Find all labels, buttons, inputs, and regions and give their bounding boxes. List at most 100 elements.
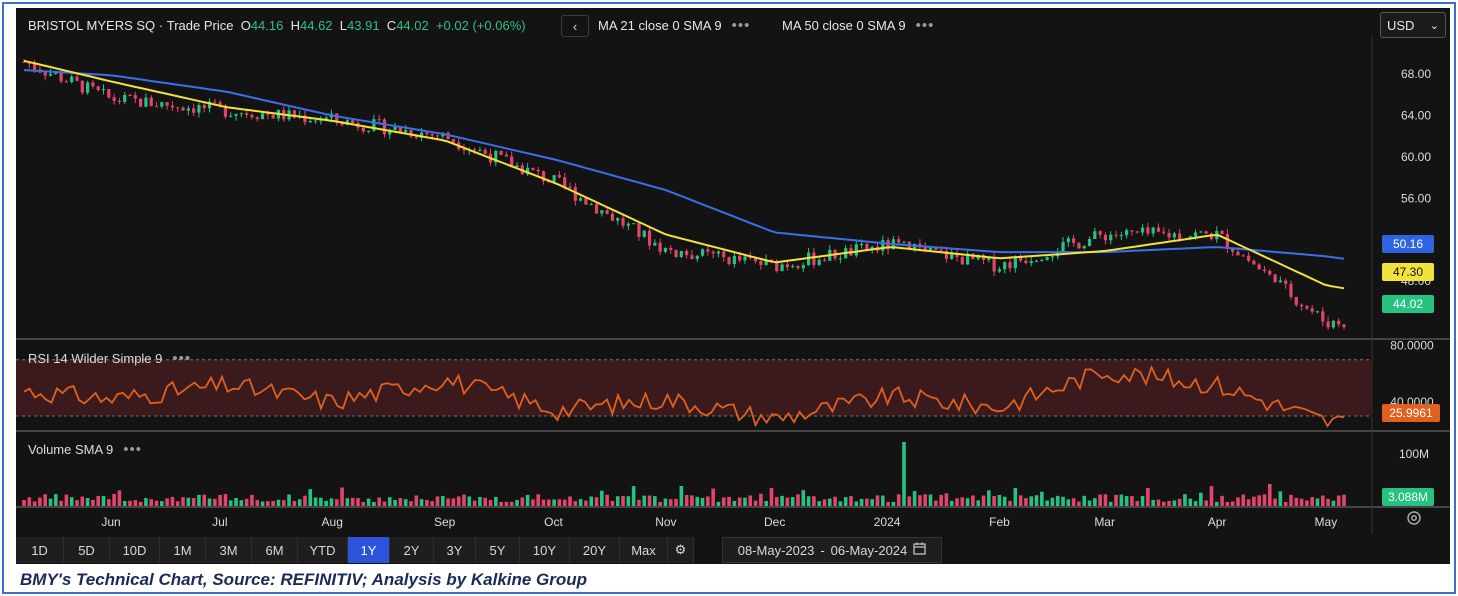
volume-bar [324,500,328,506]
ma50-legend[interactable]: MA 50 close 0 SMA 9 ••• [782,15,934,35]
timeframe-20y[interactable]: 20Y [570,537,620,563]
candle-up [1093,231,1097,240]
volume-bar [419,499,424,506]
ma21-legend[interactable]: MA 21 close 0 SMA 9 ••• [598,15,750,35]
candle-up [234,113,238,116]
ma50-more-icon[interactable]: ••• [915,16,935,34]
rsi-more-icon[interactable]: ••• [172,350,192,367]
candle-up [881,240,885,251]
chart-canvas[interactable]: 68.0064.0060.0056.0052.0048.00JunJulAugS… [16,8,1450,564]
volume-bar [690,495,694,506]
timeframe-6m[interactable]: 6M [252,537,298,563]
volume-bar [1183,494,1187,506]
candle-down [22,61,26,63]
candle-up [1331,320,1335,328]
volume-bar [255,499,260,506]
timeframe-1m[interactable]: 1M [160,537,206,563]
candle-up [732,255,736,265]
candle-down [960,256,964,265]
volume-bar [128,500,132,506]
volume-bar [1220,495,1224,506]
candle-down [944,250,949,259]
candle-down [1077,242,1081,249]
candle-up [616,218,620,221]
timeframe-max[interactable]: Max [620,537,668,563]
volume-bar [721,497,726,506]
volume-bar [1087,500,1092,506]
volume-bar [1002,496,1007,506]
volume-bar [1209,486,1214,506]
month-label: Dec [764,515,785,529]
date-range-dash: - [820,542,825,558]
volume-bar [1034,495,1039,506]
volume-bar [859,498,864,506]
volume-legend[interactable]: Volume SMA 9 ••• [28,441,142,458]
volume-bar [1045,500,1049,506]
timeframe-5d[interactable]: 5D [64,537,110,563]
candle-up [186,108,190,111]
volume-bar [626,496,631,506]
last-price-tag: 44.02 [1382,295,1434,313]
candle-up [817,259,821,265]
candle-up [86,82,90,93]
candle-down [563,177,567,187]
timeframe-2y[interactable]: 2Y [390,537,434,563]
volume-more-icon[interactable]: ••• [123,441,143,458]
volume-bar [117,490,122,506]
candle-up [144,97,148,107]
candle-down [64,81,69,83]
volume-bar [1008,500,1012,506]
axis-settings-icon[interactable] [1406,510,1422,530]
candle-up [579,198,583,201]
candle-up [1066,238,1070,243]
date-range-picker[interactable]: 08-May-2023 - 06-May-2024 [722,537,942,563]
rsi-legend[interactable]: RSI 14 Wilder Simple 9 ••• [28,350,191,367]
volume-bar [207,498,212,506]
currency-select[interactable]: USD ⌄ [1380,12,1446,38]
volume-bar [684,495,689,506]
volume-bar [870,499,874,506]
volume-bar [107,499,111,506]
volume-bar [1024,498,1028,506]
calendar-icon[interactable] [913,542,926,558]
gear-icon[interactable]: ⚙ [668,537,694,563]
volume-bar [1093,498,1097,506]
candle-up [1045,257,1049,261]
timeframe-5y[interactable]: 5Y [476,537,520,563]
volume-bar [1252,496,1256,506]
timeframe-3y[interactable]: 3Y [434,537,476,563]
candle-up [1082,245,1086,249]
volume-bar [504,501,509,506]
candle-down [33,63,37,70]
collapse-legend-button[interactable]: ‹ [561,15,589,37]
month-label: Apr [1208,515,1227,529]
volume-bar [573,501,578,506]
volume-bar [186,497,191,506]
timeframe-1y[interactable]: 1Y [348,537,390,563]
month-label: Feb [989,515,1010,529]
timeframe-ytd[interactable]: YTD [298,537,348,563]
volume-bar [202,494,207,506]
volume-bar [780,495,784,506]
volume-bar [1050,497,1055,506]
chart-panel: 68.0064.0060.0056.0052.0048.00JunJulAugS… [16,8,1450,564]
candle-down [1220,230,1224,235]
timeframe-1d[interactable]: 1D [16,537,64,563]
candle-down [822,259,827,261]
candle-down [536,169,540,172]
volume-bar [949,500,954,506]
candle-down [430,134,434,136]
volume-bar [976,500,981,506]
candle-down [605,210,609,214]
timeframe-10d[interactable]: 10D [110,537,160,563]
volume-bar [631,486,636,506]
timeframe-3m[interactable]: 3M [206,537,252,563]
candle-up [1315,311,1320,313]
volume-bar [38,497,42,506]
ma21-more-icon[interactable]: ••• [731,16,751,34]
candle-down [1156,227,1161,232]
timeframe-10y[interactable]: 10Y [520,537,570,563]
volume-bar [403,499,408,506]
volume-bar [589,496,594,506]
